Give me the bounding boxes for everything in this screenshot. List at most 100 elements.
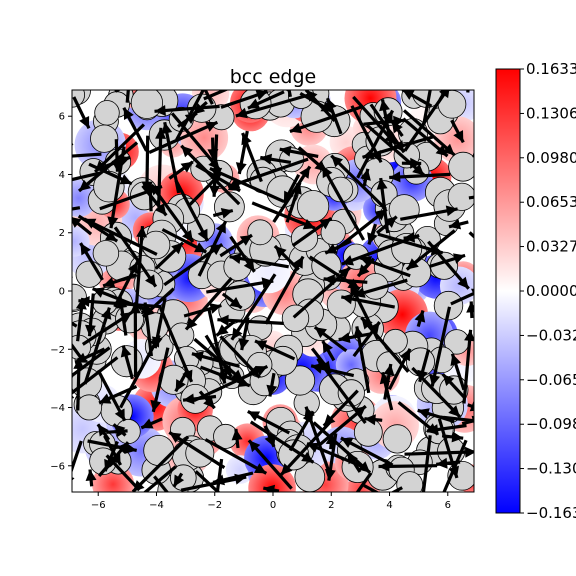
displacement-arrow bbox=[78, 296, 162, 309]
displacement-arrow bbox=[79, 242, 104, 281]
displacement-arrow bbox=[72, 141, 74, 146]
colorbar bbox=[495, 68, 521, 514]
displacement-arrow bbox=[359, 256, 411, 278]
displacement-arrow bbox=[323, 274, 368, 286]
displacement-arrow bbox=[204, 438, 268, 475]
displacement-arrow bbox=[411, 366, 462, 419]
displacement-arrow bbox=[113, 260, 140, 308]
displacement-arrow bbox=[313, 325, 348, 353]
displacement-arrow bbox=[131, 435, 190, 492]
displacement-arrow bbox=[212, 471, 254, 486]
atom-marker bbox=[284, 365, 316, 396]
displacement-arrow bbox=[365, 123, 426, 177]
displacement-arrow bbox=[402, 109, 456, 157]
atom-marker bbox=[382, 328, 408, 354]
plot-area bbox=[72, 90, 474, 492]
displacement-arrow bbox=[151, 297, 167, 349]
y-tick-label: −4 bbox=[50, 403, 65, 414]
colorbar-ticks: 0.1633 0.1306 0.0980 0.0653 0.0327 0.0000 −0.0… bbox=[520, 60, 576, 522]
displacement-arrow bbox=[429, 306, 452, 387]
displacement-arrow bbox=[330, 154, 388, 211]
displacement-arrow bbox=[72, 342, 85, 362]
displacement-arrow bbox=[272, 165, 312, 223]
displacement-arrow bbox=[122, 106, 148, 152]
displacement-arrow bbox=[466, 301, 474, 319]
displacement-arrow bbox=[229, 253, 289, 269]
y-tick-label: 0 bbox=[59, 287, 65, 298]
displacement-arrow bbox=[229, 235, 256, 273]
x-tick-label: 0 bbox=[270, 500, 276, 511]
displacement-arrow bbox=[235, 93, 310, 119]
x-tick-label: −6 bbox=[91, 500, 106, 511]
displacement-arrow bbox=[81, 310, 133, 346]
displacement-arrow bbox=[72, 152, 102, 158]
displacement-arrow bbox=[93, 123, 146, 174]
displacement-arrow bbox=[362, 135, 434, 160]
displacement-arrow bbox=[262, 484, 280, 492]
displacement-arrow bbox=[176, 111, 198, 128]
atom-marker bbox=[433, 290, 464, 321]
displacement-arrow bbox=[161, 228, 208, 254]
displacement-arrow bbox=[260, 153, 292, 165]
displacement-arrow bbox=[72, 206, 81, 211]
displacement-arrow bbox=[153, 475, 169, 492]
colorbar-tick-label: −0.130 bbox=[526, 460, 576, 478]
displacement-arrow bbox=[155, 127, 167, 207]
displacement-arrow bbox=[203, 90, 214, 105]
displacement-arrow bbox=[194, 470, 221, 492]
displacement-arrow bbox=[198, 390, 216, 410]
y-tick-label: −6 bbox=[50, 461, 65, 472]
displacement-arrow bbox=[111, 139, 123, 172]
displacement-arrow bbox=[154, 104, 220, 116]
displacement-arrow bbox=[92, 287, 149, 313]
displacement-arrow bbox=[72, 170, 103, 182]
y-tick-label: −2 bbox=[50, 345, 65, 356]
displacement-arrow bbox=[238, 317, 250, 351]
displacement-arrow bbox=[367, 223, 378, 245]
displacement-arrow bbox=[443, 415, 474, 423]
colorbar-tick-label: −0.163 bbox=[526, 504, 576, 522]
displacement-arrow bbox=[247, 439, 293, 490]
displacement-arrow bbox=[72, 321, 78, 328]
displacement-arrow bbox=[114, 90, 119, 92]
atom-marker bbox=[448, 151, 474, 182]
displacement-arrow bbox=[174, 179, 210, 242]
displacement-arrow bbox=[379, 371, 394, 411]
displacement-arrow bbox=[154, 241, 185, 270]
arrow-layer bbox=[72, 90, 474, 492]
displacement-arrow bbox=[141, 287, 175, 318]
y-tick-label: 2 bbox=[59, 228, 65, 239]
y-tick-label: 4 bbox=[59, 170, 65, 181]
displacement-arrow bbox=[87, 439, 138, 454]
displacement-arrow bbox=[212, 208, 234, 219]
atom-marker bbox=[94, 100, 120, 126]
displacement-arrow bbox=[72, 216, 93, 236]
displacement-arrow bbox=[72, 356, 119, 399]
displacement-arrow bbox=[209, 166, 285, 203]
atom-marker bbox=[143, 434, 175, 466]
displacement-arrow bbox=[340, 293, 396, 309]
displacement-arrow bbox=[426, 423, 467, 435]
displacement-arrow bbox=[231, 428, 243, 449]
x-tick-label: 6 bbox=[445, 500, 451, 511]
displacement-arrow bbox=[400, 205, 458, 221]
atom-marker bbox=[353, 417, 383, 447]
x-axis: −6 −4 −2 0 2 4 6 bbox=[91, 492, 451, 511]
displacement-arrow bbox=[191, 351, 240, 368]
displacement-arrow bbox=[273, 244, 300, 271]
displacement-arrow bbox=[192, 101, 208, 116]
displacement-arrow bbox=[292, 266, 352, 319]
colorbar-tick-label: 0.1306 bbox=[526, 104, 576, 122]
displacement-arrow bbox=[73, 357, 85, 411]
displacement-arrow bbox=[306, 442, 365, 469]
displacement-arrow bbox=[106, 426, 128, 438]
displacement-arrow bbox=[341, 233, 420, 266]
y-axis: −6 −4 −2 0 2 4 6 bbox=[50, 112, 72, 472]
colorbar-tick-label: −0.065 bbox=[526, 371, 576, 389]
displacement-arrow bbox=[72, 96, 91, 129]
displacement-arrow bbox=[363, 484, 380, 492]
displacement-arrow bbox=[340, 436, 394, 467]
chart-title: bcc edge bbox=[230, 66, 317, 88]
colorbar-tick-label: 0.0327 bbox=[526, 238, 576, 256]
displacement-arrow bbox=[184, 277, 233, 331]
